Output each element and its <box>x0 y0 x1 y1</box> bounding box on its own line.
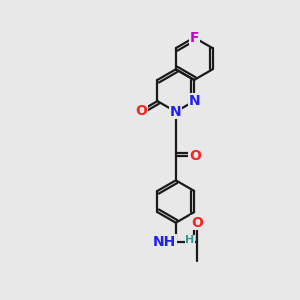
Text: NH: NH <box>153 235 176 249</box>
Text: O: O <box>189 149 201 163</box>
Text: O: O <box>135 104 147 118</box>
Text: N: N <box>188 94 200 108</box>
Text: F: F <box>189 31 199 44</box>
Text: H: H <box>185 236 194 245</box>
Text: O: O <box>191 216 203 230</box>
Text: N: N <box>170 105 182 119</box>
